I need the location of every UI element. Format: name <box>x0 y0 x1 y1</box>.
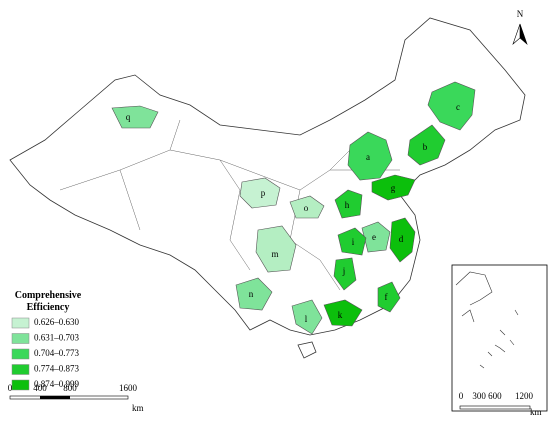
province-borders <box>59 119 400 291</box>
inset-scale-bar <box>459 405 531 410</box>
scale-label: 0 <box>8 383 13 393</box>
region-label: k <box>338 310 343 320</box>
region-label: h <box>345 200 350 210</box>
region-label: n <box>249 289 254 299</box>
north-arrow-outline <box>512 23 521 45</box>
region <box>389 217 416 263</box>
scale-bar-segment <box>40 396 70 399</box>
region-label: q <box>126 112 131 122</box>
region <box>347 131 393 181</box>
inset-scale-label: 0 <box>459 391 464 401</box>
inset-scale-unit: km <box>530 407 542 417</box>
region <box>239 177 281 209</box>
region-label: o <box>304 203 309 213</box>
region <box>289 195 325 219</box>
inset-coast <box>455 271 519 369</box>
region <box>334 189 363 219</box>
inset-scale-label: 1200 <box>515 391 534 401</box>
region-label: e <box>372 232 376 242</box>
region <box>371 174 416 201</box>
region-label: l <box>305 314 308 324</box>
legend-label: 0.626–0.630 <box>34 317 80 327</box>
region <box>235 277 273 311</box>
region-label: f <box>385 292 388 302</box>
scale-label: 400 <box>33 383 47 393</box>
region-label: c <box>456 102 460 112</box>
region-label: j <box>342 266 346 276</box>
region-label: b <box>423 142 428 152</box>
legend-swatch <box>11 364 30 375</box>
legend-swatch <box>11 333 30 344</box>
region-label: d <box>399 234 404 244</box>
region <box>407 124 446 166</box>
scale-label: 800 <box>63 383 77 393</box>
legend-swatch <box>11 348 30 360</box>
region <box>361 221 391 253</box>
scale-unit: km <box>132 403 144 413</box>
region <box>337 227 367 256</box>
region <box>111 105 159 129</box>
inset-scale-label: 300 600 <box>472 391 502 401</box>
north-label: N <box>517 9 524 19</box>
region <box>291 299 323 335</box>
legend-title: Comprehensive Efficiency <box>14 290 82 313</box>
legend-label: 0.874–0.999 <box>34 379 80 389</box>
legend-swatch <box>11 379 30 391</box>
legend-swatch <box>11 317 30 329</box>
region <box>427 81 476 131</box>
scale-label: 1600 <box>119 383 138 393</box>
legend-label: 0.704–0.773 <box>34 348 80 358</box>
region <box>333 257 357 291</box>
region-label: p <box>261 188 266 198</box>
island <box>297 341 317 359</box>
region <box>323 299 363 327</box>
region-label: a <box>366 152 370 162</box>
region <box>377 281 401 313</box>
region-label: i <box>352 237 355 247</box>
region <box>255 225 297 273</box>
region-label: g <box>391 183 396 193</box>
legend-label: 0.631–0.703 <box>34 333 80 343</box>
inset-frame <box>451 264 548 412</box>
region-label: m <box>271 249 278 259</box>
north-arrow <box>519 23 528 45</box>
legend-label: 0.774–0.873 <box>34 364 80 374</box>
